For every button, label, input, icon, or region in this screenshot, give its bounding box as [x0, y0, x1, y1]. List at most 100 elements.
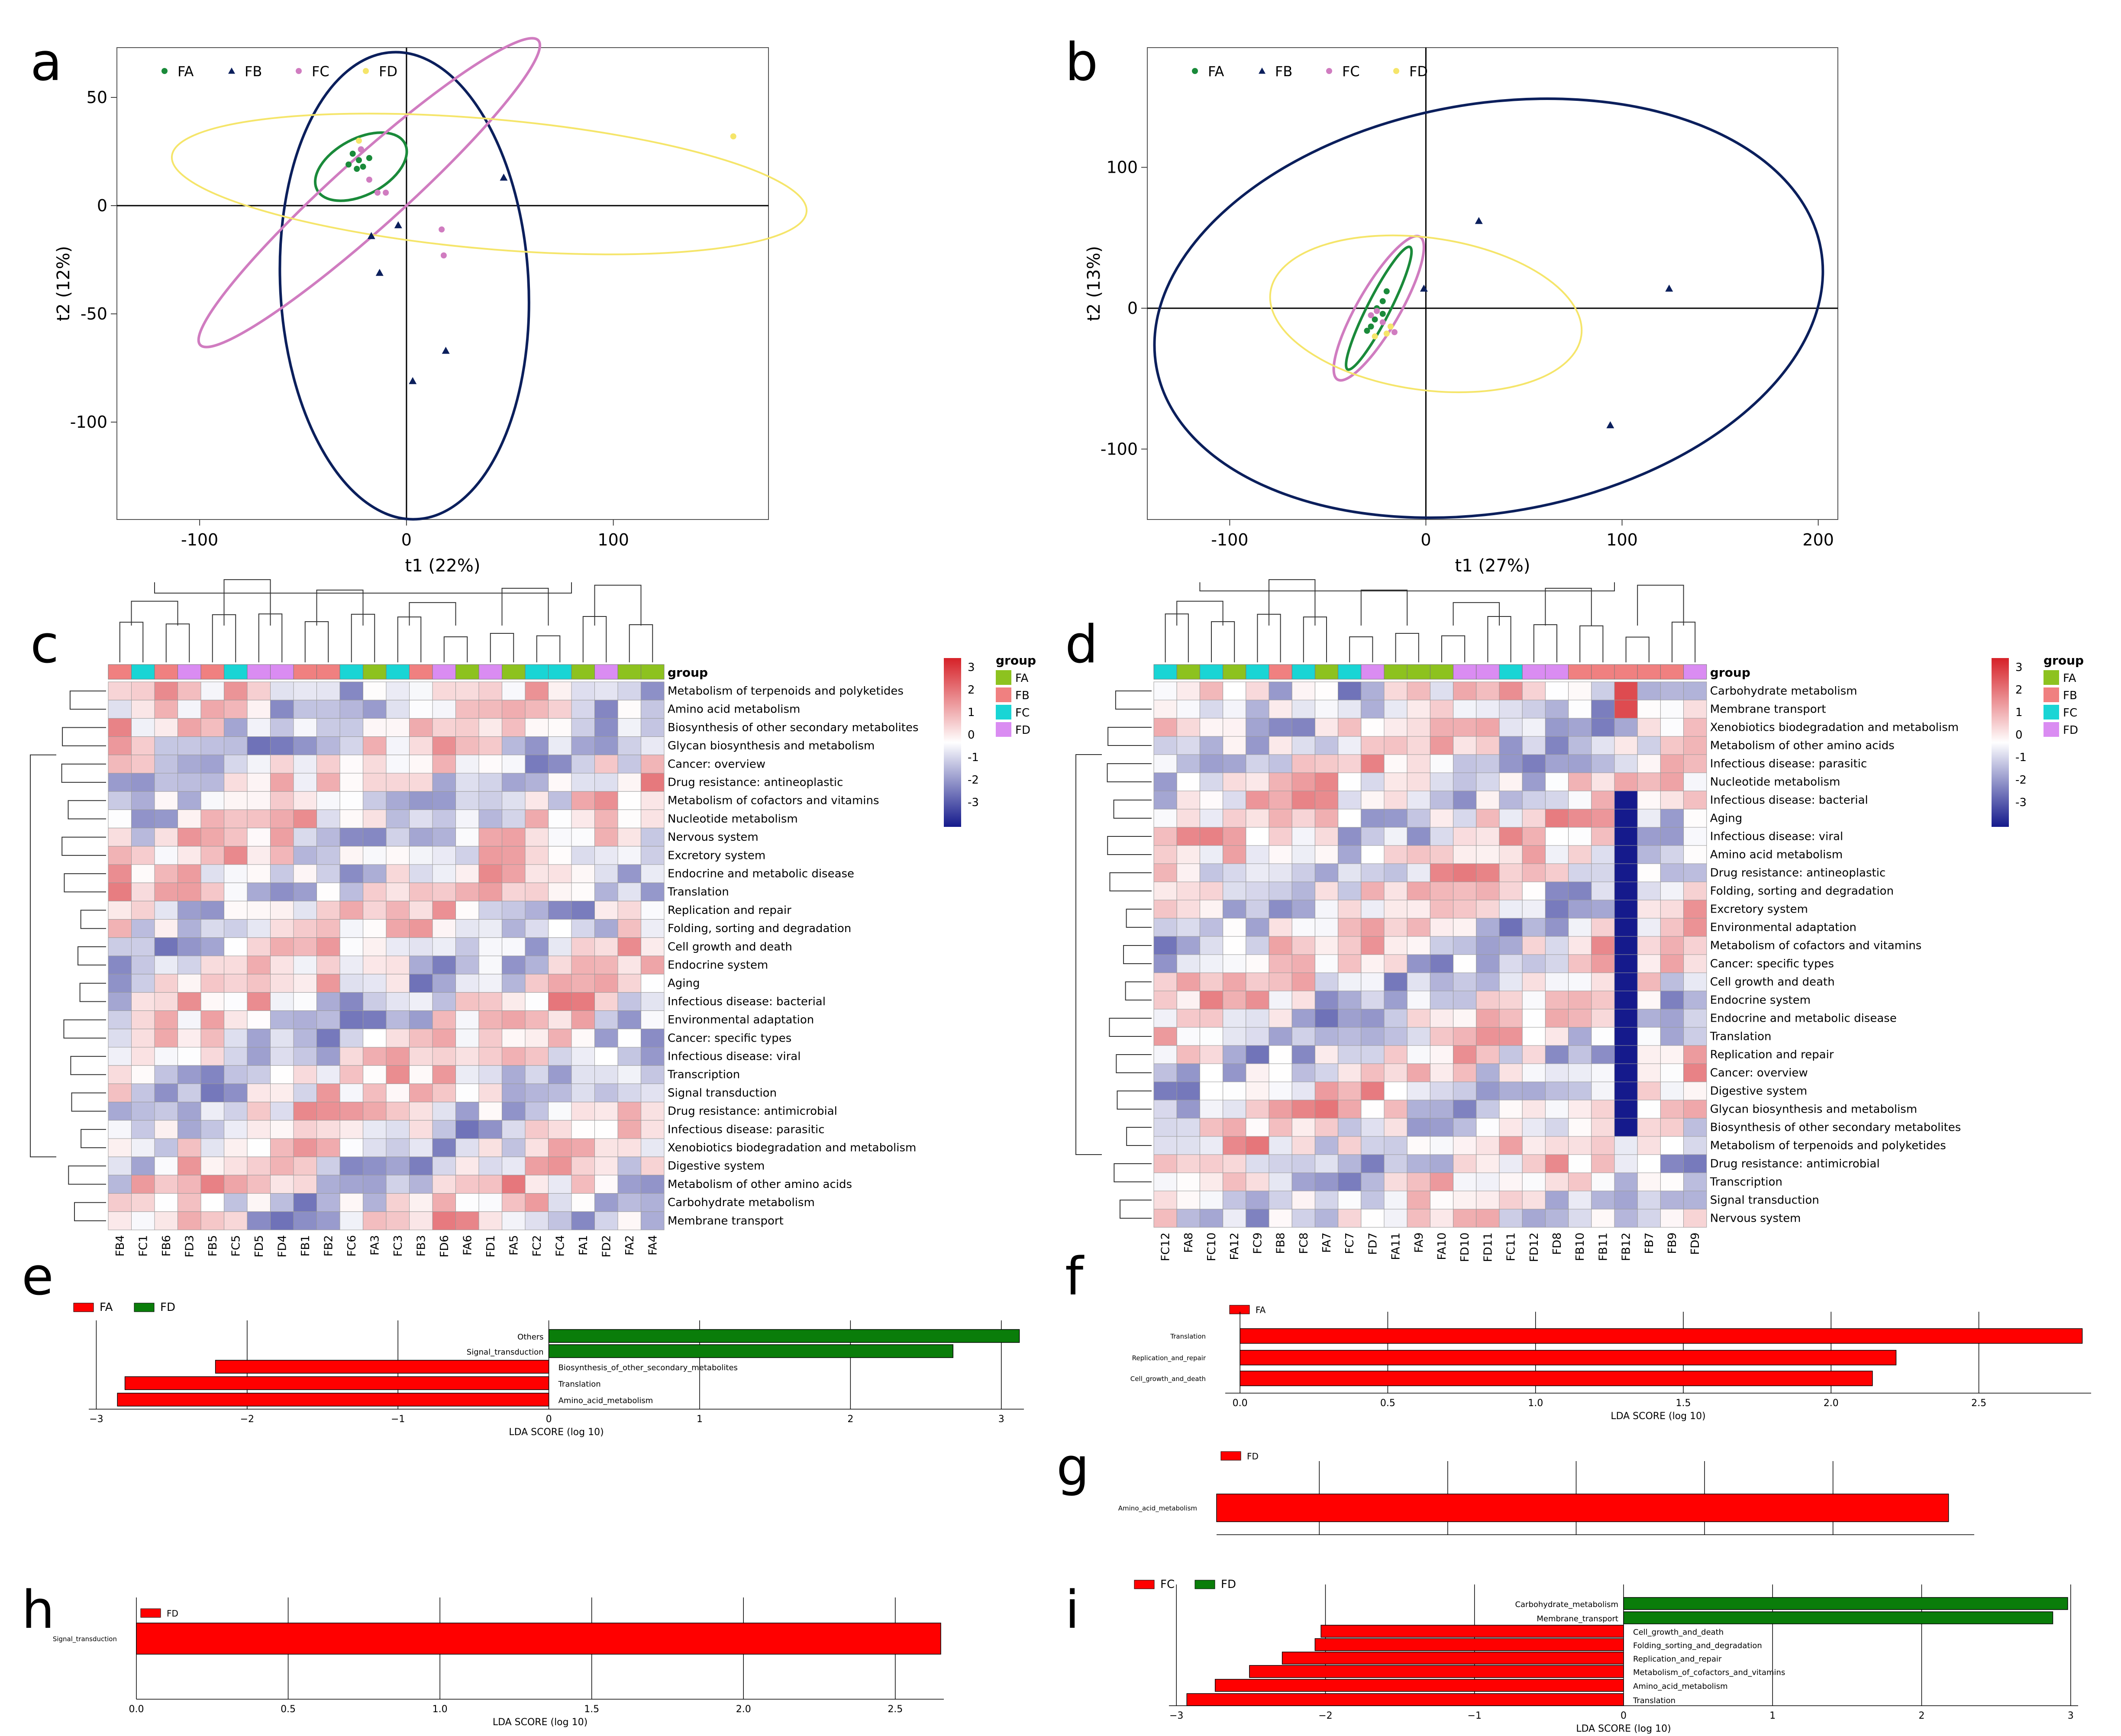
heatmap-cell	[1361, 754, 1385, 773]
heatmap-cell	[247, 1065, 271, 1084]
heatmap-cell	[571, 864, 595, 883]
heatmap-cell	[525, 718, 549, 737]
bar-label: Folding_sorting_and_degradation	[1633, 1641, 1762, 1650]
heatmap-cell	[339, 791, 363, 810]
dendrogram-branch	[1269, 579, 1316, 626]
heatmap-cell	[1545, 881, 1569, 900]
heatmap-cell	[131, 955, 155, 974]
heatmap-cell	[200, 937, 224, 956]
heatmap-cell	[1384, 1045, 1408, 1064]
row-label: Cancer: overview	[668, 758, 765, 771]
heatmap-cell	[409, 1211, 433, 1230]
heatmap-cell	[1199, 900, 1224, 919]
lda-bar-Metabolism_of_cofactors_and_vitamins	[1249, 1665, 1624, 1678]
heatmap-cell	[455, 1083, 479, 1103]
heatmap-cell	[1246, 772, 1269, 791]
heatmap-cell	[224, 1138, 248, 1157]
heatmap-cell	[131, 919, 155, 938]
group-annotation-cell	[1545, 664, 1569, 680]
column-label: FD6	[438, 1235, 451, 1258]
heatmap-cell	[1453, 809, 1477, 828]
heatmap-cell	[525, 1010, 549, 1029]
heatmap-cell	[455, 1193, 479, 1212]
row-label: Excretory system	[668, 849, 765, 862]
heatmap-cell	[1291, 918, 1315, 937]
heatmap-cell	[200, 700, 224, 719]
heatmap-cell	[224, 1029, 248, 1048]
heatmap-cell	[1314, 1027, 1339, 1046]
heatmap-cell	[1246, 809, 1269, 828]
heatmap-cell	[339, 1083, 363, 1103]
y-tick-label: -100	[70, 413, 107, 432]
dendrogram-branch	[70, 1056, 106, 1075]
heatmap-cell	[224, 992, 248, 1011]
dendrogram-branch	[80, 910, 106, 929]
heatmap-cell	[525, 900, 549, 920]
x-tick-label: −1	[391, 1414, 405, 1425]
heatmap-cell	[339, 1138, 363, 1157]
heatmap-cell	[641, 974, 665, 993]
heatmap-cell	[1291, 681, 1315, 700]
heatmap-cell	[1291, 1100, 1315, 1119]
heatmap-cell	[571, 828, 595, 847]
row-label: Drug resistance: antineoplastic	[668, 776, 843, 789]
heatmap-cell	[1407, 954, 1430, 973]
heatmap-cell	[131, 882, 155, 901]
heatmap-cell	[1246, 681, 1269, 700]
heatmap-cell	[1614, 1191, 1638, 1210]
heatmap-cell	[1246, 827, 1269, 846]
heatmap-cell	[1476, 809, 1500, 828]
heatmap-cell	[293, 1193, 317, 1212]
heatmap-cell	[108, 846, 132, 865]
heatmap-cell	[409, 882, 433, 901]
dendrogram-branch	[1625, 636, 1650, 662]
heatmap-cell	[1522, 681, 1546, 700]
heatmap-cell	[131, 718, 155, 737]
heatmap-cell	[1314, 1081, 1339, 1100]
heatmap-cell	[363, 773, 387, 792]
x-tick-label: 0.0	[1233, 1398, 1248, 1409]
heatmap-cell	[108, 1138, 132, 1157]
heatmap-cell	[1637, 1118, 1661, 1137]
heatmap-cell	[478, 882, 502, 901]
heatmap-cell	[1269, 1081, 1292, 1100]
heatmap-cell	[316, 992, 340, 1011]
legend-label-FA: FA	[1208, 63, 1224, 80]
heatmap-cell	[1637, 754, 1661, 773]
heatmap-cell	[1614, 881, 1638, 900]
heatmap-cell	[247, 864, 271, 883]
heatmap-cell	[1545, 863, 1569, 882]
heatmap-cell	[617, 846, 641, 865]
heatmap-cell	[502, 1120, 526, 1139]
heatmap-cell	[1246, 1136, 1269, 1155]
heatmap-cell	[1384, 1209, 1408, 1228]
heatmap-cell	[432, 900, 456, 920]
heatmap-cell	[1153, 1081, 1177, 1100]
heatmap-cell	[1338, 900, 1362, 919]
lda-bar-Amino_acid_metabolism	[1216, 1494, 1949, 1522]
heatmap-cell	[1545, 845, 1569, 864]
group-annotation-cell	[1176, 664, 1200, 680]
heatmap-cell	[1153, 1172, 1177, 1191]
heatmap-cell	[1522, 736, 1546, 755]
heatmap-cell	[571, 846, 595, 865]
group-annotation-cell	[293, 664, 317, 680]
heatmap-cell	[1199, 954, 1224, 973]
heatmap-cell	[432, 1029, 456, 1048]
heatmap-cell	[502, 1029, 526, 1048]
heatmap-cell	[363, 1029, 387, 1048]
heatmap-cell	[1176, 700, 1200, 719]
heatmap-cell	[316, 846, 340, 865]
heatmap-cell	[1361, 1100, 1385, 1119]
heatmap-cell	[1269, 772, 1292, 791]
group-legend-label-FA: FA	[2063, 672, 2076, 685]
column-label: FA8	[1182, 1233, 1195, 1253]
heatmap-cell	[386, 809, 410, 829]
column-label: FB1	[299, 1235, 312, 1256]
heatmap-cell	[1453, 1100, 1477, 1119]
x-tick-label: 0	[546, 1414, 552, 1425]
heatmap-cell	[1591, 1136, 1615, 1155]
heatmap-cell	[1314, 863, 1339, 882]
row-label: Signal transduction	[668, 1087, 777, 1100]
